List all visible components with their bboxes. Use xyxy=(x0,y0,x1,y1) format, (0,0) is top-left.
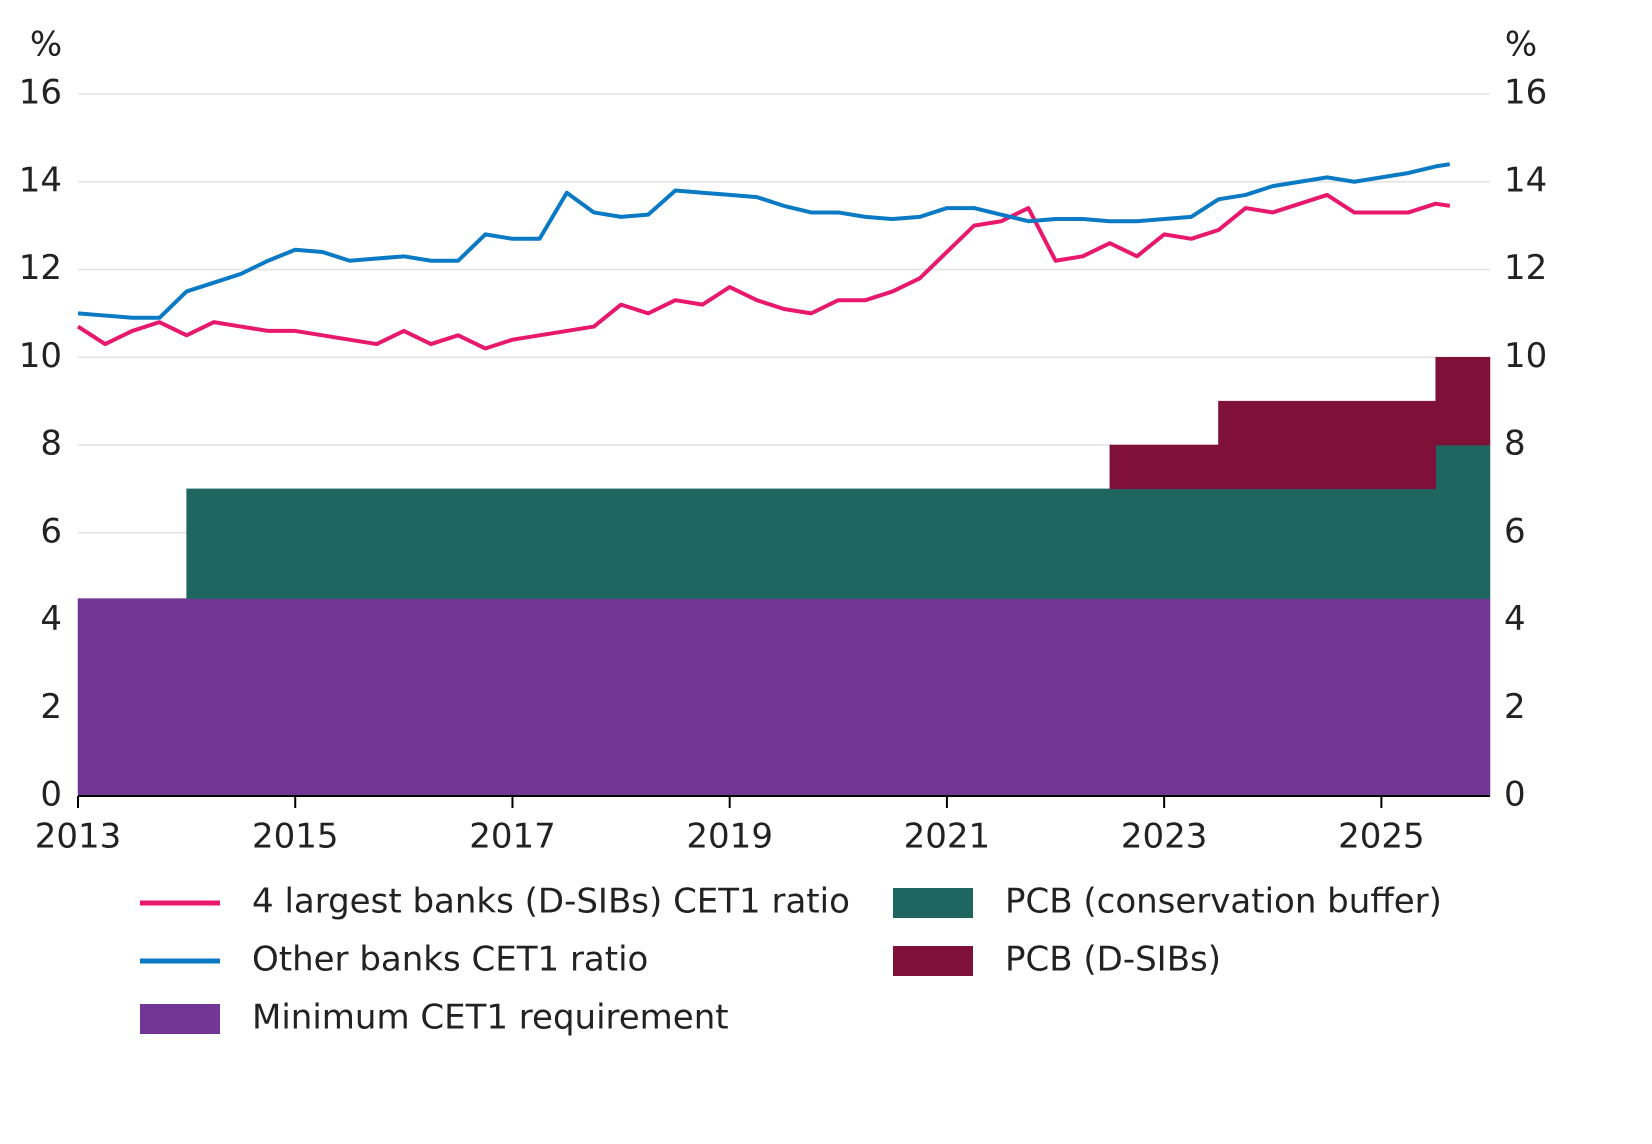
y-tick-label: 10 xyxy=(19,336,62,376)
legend-label: Other banks CET1 ratio xyxy=(252,940,648,980)
y-tick-label: 2 xyxy=(40,687,62,727)
area-segment xyxy=(77,598,187,797)
area-segment xyxy=(1435,598,1491,797)
y-tick-label: 4 xyxy=(40,599,62,639)
area-segment xyxy=(1109,488,1219,599)
area-segment xyxy=(1109,598,1219,797)
x-tick-label: 2013 xyxy=(35,817,122,857)
legend-swatch xyxy=(893,888,973,918)
legend-label: PCB (conservation buffer) xyxy=(1005,882,1442,922)
area-segment xyxy=(1218,488,1436,599)
legend-label: Minimum CET1 requirement xyxy=(252,998,729,1038)
y-tick-label: 16 xyxy=(19,73,62,113)
y2-tick-label: 0 xyxy=(1504,775,1526,815)
y-tick-label: 14 xyxy=(19,160,62,200)
area-segment xyxy=(1435,357,1491,446)
area-segment xyxy=(1109,444,1219,490)
y-tick-label: 0 xyxy=(40,775,62,815)
line-series xyxy=(77,162,1451,320)
line-series xyxy=(76,192,1451,351)
y2-tick-label: 14 xyxy=(1504,160,1547,200)
x-tick-label: 2021 xyxy=(904,817,991,857)
area-segment xyxy=(186,488,1111,599)
x-tick-label: 2017 xyxy=(469,817,556,857)
y2-tick-label: 12 xyxy=(1504,248,1547,288)
legend-label: 4 largest banks (D-SIBs) CET1 ratio xyxy=(252,882,850,922)
y-tick-label: 6 xyxy=(40,511,62,551)
legend-swatch xyxy=(140,1004,220,1034)
y-unit: % xyxy=(30,25,62,65)
area-segment xyxy=(1435,444,1491,599)
area-segment xyxy=(186,598,1111,797)
y2-tick-label: 4 xyxy=(1504,599,1526,639)
y-tick-label: 12 xyxy=(19,248,62,288)
y2-tick-label: 8 xyxy=(1504,424,1526,464)
area-segment xyxy=(1218,400,1436,490)
x-tick-label: 2019 xyxy=(686,817,773,857)
legend-label: PCB (D-SIBs) xyxy=(1005,940,1221,980)
y2-tick-label: 6 xyxy=(1504,511,1526,551)
x-tick-label: 2023 xyxy=(1121,817,1208,857)
y2-tick-label: 10 xyxy=(1504,336,1547,376)
y-tick-label: 8 xyxy=(40,424,62,464)
y2-tick-label: 16 xyxy=(1504,73,1547,113)
x-tick-label: 2015 xyxy=(252,817,339,857)
y2-tick-label: 2 xyxy=(1504,687,1526,727)
area-segment xyxy=(1218,598,1436,797)
y2-unit: % xyxy=(1505,25,1537,65)
legend-swatch xyxy=(893,946,973,976)
x-tick-label: 2025 xyxy=(1338,817,1425,857)
